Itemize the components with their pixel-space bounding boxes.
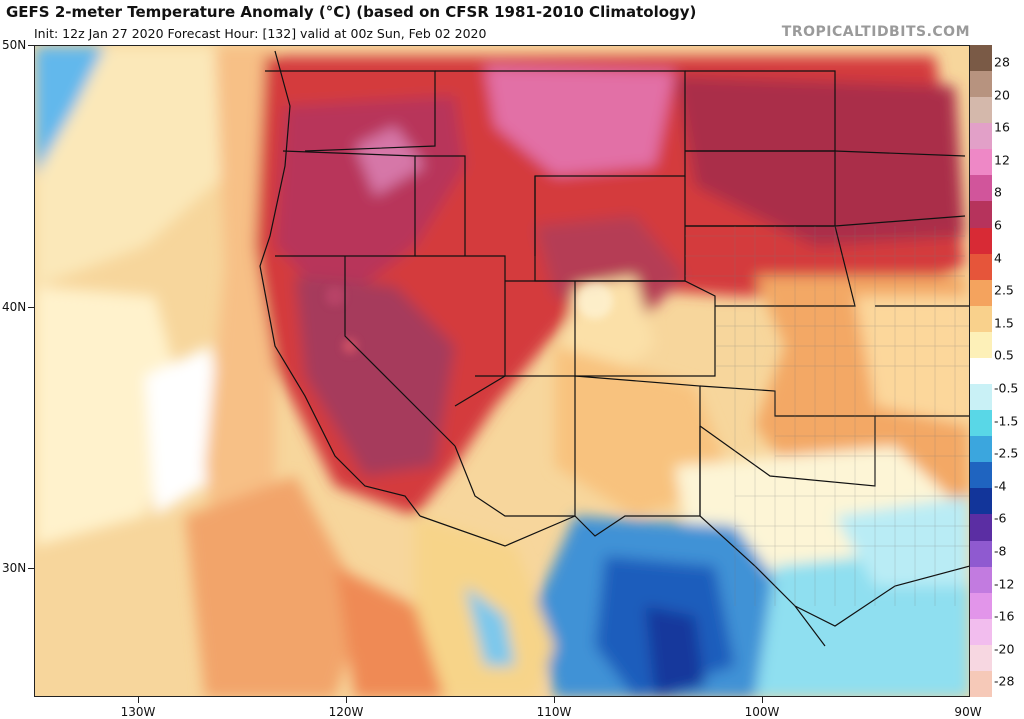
brand-watermark: TROPICALTIDBITS.COM [781, 24, 970, 40]
colorbar-swatch [970, 123, 992, 150]
colorbar-label: -4 [994, 478, 1007, 494]
colorbar-label: -0.5 [994, 380, 1019, 396]
colorbar-label: -12 [994, 576, 1015, 592]
colorbar-swatch [970, 45, 992, 72]
colorbar-swatch [970, 592, 992, 620]
lon-tick [762, 697, 763, 703]
lat-label-40n: 40N [2, 300, 27, 314]
colorbar-legend: 28 20 16 12 8 6 4 2.5 1.5 0.5 -0.5 -1.5 -2.5 -4 -6 -8 -1… [970, 45, 1024, 698]
colorbar-label: -28 [994, 673, 1015, 689]
west-coastline [259, 50, 421, 517]
map-subtitle: Init: 12z Jan 27 2020 Forecast Hour: [13… [34, 26, 487, 41]
temperature-anomaly-map [35, 46, 969, 696]
lon-tick [138, 697, 139, 703]
colorbar-label: 20 [994, 87, 1010, 103]
gulf-coastline [794, 565, 969, 627]
colorbar-swatch [970, 384, 992, 411]
cold-ocean-nw [35, 46, 105, 176]
lon-label-110w: 110W [536, 705, 572, 719]
colorbar-label: 8 [994, 184, 1002, 200]
lon-label-120w: 120W [328, 705, 364, 719]
colorbar-label: 0.5 [994, 347, 1014, 363]
county-grid [685, 226, 969, 606]
colorbar-swatch [970, 357, 992, 385]
colorbar-swatch [970, 618, 992, 646]
colorbar-swatch [970, 488, 992, 515]
colorbar-label: -16 [994, 608, 1015, 624]
colorbar-label: -2.5 [994, 445, 1019, 461]
lat-label-50n: 50N [2, 38, 27, 52]
lon-tick [346, 697, 347, 703]
colorbar-swatch [970, 71, 992, 98]
lon-label-130w: 130W [120, 705, 156, 719]
colorbar-swatch [970, 279, 992, 307]
colorbar-label: 16 [994, 119, 1010, 135]
colorbar-label: -8 [994, 543, 1007, 559]
lat-tick [28, 568, 34, 569]
colorbar-swatch [970, 97, 992, 124]
lat-label-30n: 30N [2, 561, 27, 575]
lat-tick [28, 45, 34, 46]
colorbar-swatch [970, 253, 992, 281]
colorbar-swatch [970, 175, 992, 202]
colorbar-swatch [970, 410, 992, 437]
map-panel[interactable] [34, 45, 970, 697]
colorbar-swatch [970, 670, 992, 698]
lon-label-90w: 90W [954, 705, 982, 719]
colorbar-swatch [970, 305, 992, 333]
colorbar-label: 1.5 [994, 315, 1014, 331]
colorbar-swatch [970, 436, 992, 463]
colorbar-swatch [970, 566, 992, 594]
colorbar-label: 28 [994, 54, 1010, 70]
lon-label-100w: 100W [744, 705, 780, 719]
colorbar-swatch [970, 644, 992, 672]
colorbar-swatch [970, 462, 992, 489]
lon-tick [554, 697, 555, 703]
colorbar-swatch [970, 514, 992, 542]
lat-tick [28, 307, 34, 308]
colorbar-label: -1.5 [994, 413, 1019, 429]
colorbar-swatch [970, 201, 992, 229]
map-title: GEFS 2-meter Temperature Anomaly (°C) (b… [6, 3, 697, 21]
colorbar-label: 2.5 [994, 282, 1014, 298]
colorbar-label: 12 [994, 152, 1010, 168]
colorbar-label: 6 [994, 217, 1002, 233]
colorbar-swatch [970, 149, 992, 176]
colorbar-swatch [970, 331, 992, 359]
colorbar-swatch [970, 540, 992, 568]
colorbar-label: -6 [994, 510, 1007, 526]
colorbar-swatch [970, 227, 992, 255]
colorbar-label: 4 [994, 250, 1002, 266]
colorbar-label: -20 [994, 641, 1015, 657]
